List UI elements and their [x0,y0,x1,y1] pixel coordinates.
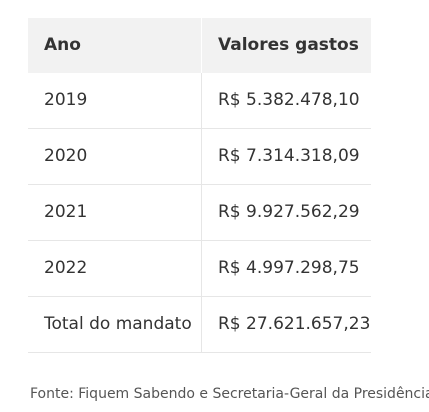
table-row: 2020 R$ 7.314.318,09 [28,129,371,185]
amount-cell: R$ 7.314.318,09 [218,146,360,167]
year-cell: 2021 [28,185,202,240]
amount-cell: R$ 9.927.562,29 [218,202,360,223]
year-cell: 2019 [28,73,202,128]
table-row: 2019 R$ 5.382.478,10 [28,73,371,129]
source-caption: Fonte: Fiquem Sabendo e Secretaria-Geral… [30,386,429,402]
amount-cell: R$ 5.382.478,10 [218,90,360,111]
amount-cell: R$ 4.997.298,75 [218,258,360,279]
table-row: 2022 R$ 4.997.298,75 [28,241,371,297]
header-amount: Valores gastos [218,35,359,56]
table-header-row: Ano Valores gastos [28,18,371,73]
table-row-total: Total do mandato R$ 27.621.657,23 [28,297,371,353]
header-year: Ano [28,18,202,73]
total-amount-cell: R$ 27.621.657,23 [218,314,371,335]
spending-table: Ano Valores gastos 2019 R$ 5.382.478,10 … [28,18,371,353]
year-cell: 2020 [28,129,202,184]
table-row: 2021 R$ 9.927.562,29 [28,185,371,241]
total-label-cell: Total do mandato [28,297,202,352]
year-cell: 2022 [28,241,202,296]
